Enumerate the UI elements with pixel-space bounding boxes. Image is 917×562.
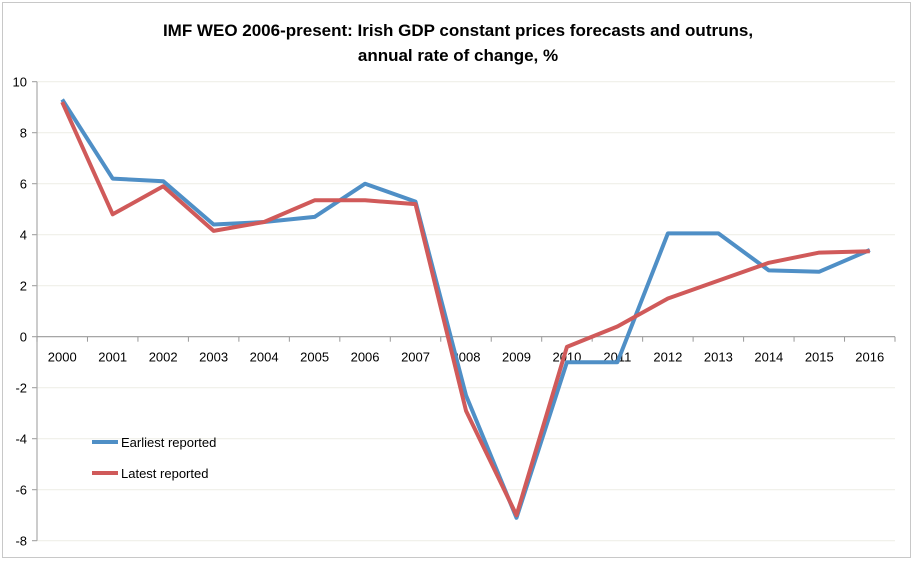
- x-tick-label: 2012: [653, 350, 682, 365]
- series-line-earliest: [60, 98, 871, 520]
- x-tick-label: 2015: [805, 350, 834, 365]
- chart-title-line-2: annual rate of change, %: [358, 46, 558, 65]
- y-tick-label: 10: [13, 75, 27, 90]
- x-tick-label: 2014: [754, 350, 783, 365]
- y-tick-label: 0: [20, 330, 27, 345]
- y-tick-label: 8: [20, 126, 27, 141]
- x-tick-label: 2007: [401, 350, 430, 365]
- x-tick-label: 2009: [502, 350, 531, 365]
- y-tick-label: 4: [20, 228, 27, 243]
- x-tick-label: 2004: [250, 350, 279, 365]
- y-tick-label: -8: [15, 534, 27, 549]
- legend-label: Latest reported: [121, 466, 208, 481]
- series-line-latest: [60, 101, 870, 518]
- x-tick-label: 2013: [704, 350, 733, 365]
- chart-title-line-1: IMF WEO 2006-present: Irish GDP constant…: [163, 21, 753, 40]
- x-tick-label: 2006: [351, 350, 380, 365]
- y-tick-label: 6: [20, 177, 27, 192]
- y-tick-label: -2: [15, 381, 27, 396]
- x-tick-label: 2000: [48, 350, 77, 365]
- y-tick-label: 2: [20, 279, 27, 294]
- x-tick-label: 2003: [199, 350, 228, 365]
- y-tick-label: -4: [15, 432, 27, 447]
- legend-label: Earliest reported: [121, 435, 216, 450]
- x-tick-label: 2016: [855, 350, 884, 365]
- x-tick-label: 2002: [149, 350, 178, 365]
- x-tick-label: 2005: [300, 350, 329, 365]
- y-tick-label: -6: [15, 483, 27, 498]
- x-tick-label: 2001: [98, 350, 127, 365]
